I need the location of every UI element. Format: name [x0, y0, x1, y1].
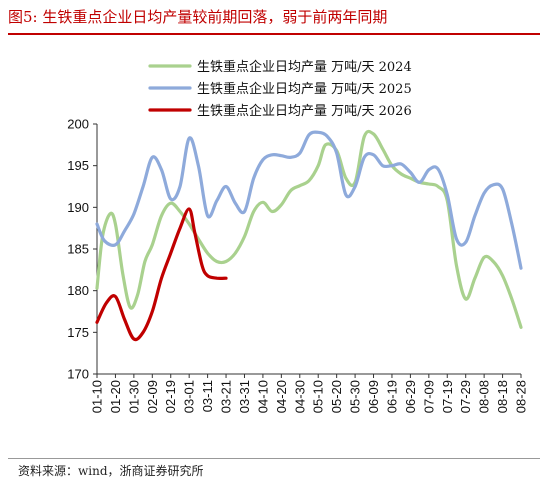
x-tick-label: 03-01 [182, 380, 197, 413]
x-tick-label: 03-31 [237, 380, 252, 413]
x-tick-label: 03-11 [200, 380, 215, 412]
x-tick-label: 05-10 [311, 380, 326, 413]
x-tick-label: 02-19 [163, 380, 178, 413]
x-tick-label: 01-20 [108, 380, 123, 413]
x-tick-label: 08-08 [477, 380, 492, 413]
x-tick-label: 07-09 [421, 380, 436, 413]
x-tick-label: 04-10 [255, 380, 270, 413]
x-tick-label: 01-30 [126, 380, 141, 413]
x-tick-label: 07-19 [440, 380, 455, 413]
x-tick-label: 04-20 [274, 380, 289, 413]
title-rule [8, 33, 540, 35]
x-tick-label: 06-29 [403, 380, 418, 413]
legend-label-0: 生铁重点企业日均产量 万吨/天 2024 [197, 59, 412, 75]
y-tick-label: 200 [67, 117, 89, 132]
x-tick-label: 05-30 [348, 380, 363, 413]
series-line-0 [95, 129, 523, 329]
y-tick-label: 175 [67, 325, 89, 340]
chart-legend: 生铁重点企业日均产量 万吨/天 2024 生铁重点企业日均产量 万吨/天 2025… [148, 59, 412, 119]
legend-label-1: 生铁重点企业日均产量 万吨/天 2025 [197, 81, 412, 97]
series-line-1 [95, 130, 523, 270]
x-tick-label: 01-10 [90, 380, 105, 413]
chart-lines [95, 129, 523, 342]
y-tick-label: 180 [67, 283, 89, 298]
x-tick-label: 05-20 [329, 380, 344, 413]
y-tick-label: 195 [67, 158, 89, 173]
x-tick-label: 02-09 [145, 380, 160, 413]
x-tick-label: 04-30 [292, 380, 307, 413]
x-tick-label: 06-09 [366, 380, 381, 413]
x-tick-label: 06-19 [384, 380, 399, 413]
chart-axes: 170 175 180 185 190 195 200 01-10 01-20 01-30 02-0… [67, 117, 528, 414]
source-note: 资料来源：wind，浙商证券研究所 [18, 464, 204, 478]
y-tick-label: 185 [67, 242, 89, 257]
x-tick-label: 07-29 [458, 380, 473, 413]
y-tick-label: 190 [67, 200, 89, 215]
source-rule [8, 458, 540, 459]
figure-title: 图5: 生铁重点企业日均产量较前期回落，弱于前两年同期 [8, 8, 388, 26]
series-line-2 [95, 207, 228, 342]
x-tick-label: 08-18 [495, 380, 510, 413]
y-tick-label: 170 [67, 367, 89, 382]
x-tick-label: 03-21 [219, 380, 234, 413]
x-tick-label: 08-28 [514, 380, 529, 413]
legend-label-2: 生铁重点企业日均产量 万吨/天 2026 [197, 103, 412, 119]
